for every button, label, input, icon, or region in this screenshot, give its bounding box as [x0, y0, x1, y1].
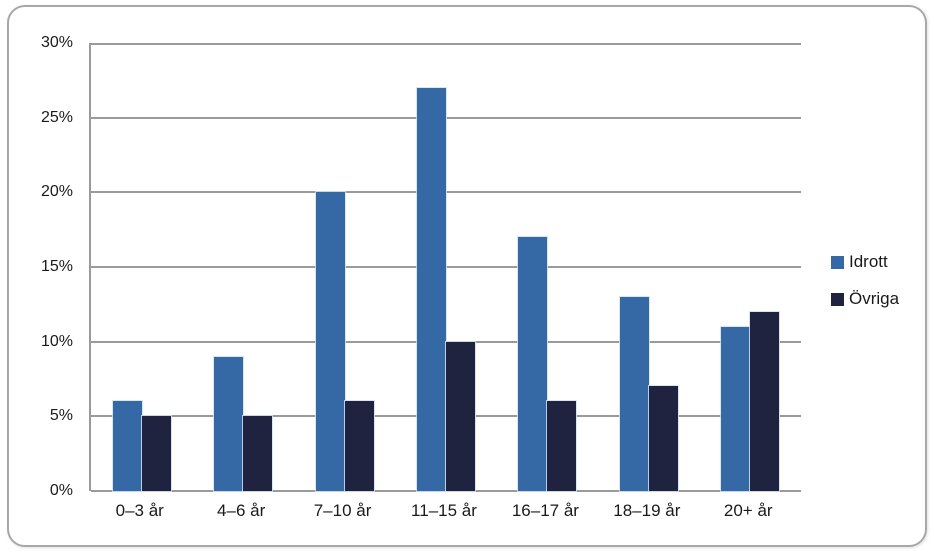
gridline — [91, 116, 801, 119]
bar--vriga — [444, 340, 476, 493]
y-axis-label: 20% — [40, 183, 73, 201]
y-axis-label: 5% — [49, 407, 73, 425]
y-axis-label: 15% — [40, 258, 73, 275]
y-axis-label: 30% — [40, 34, 73, 51]
bar-idrott — [720, 325, 752, 493]
bar-group — [192, 43, 293, 493]
bar--vriga — [546, 400, 578, 492]
y-axis-label: 10% — [40, 332, 73, 350]
legend-item: Idrott — [831, 252, 899, 272]
legend-label: Idrott — [849, 252, 888, 271]
bar-group — [395, 43, 496, 493]
x-axis: 0–3 år 4–6 år 7–10 år 11–15 år 16–17 år 18–19… — [89, 501, 799, 521]
y-axis-label: 0% — [49, 482, 73, 499]
bar--vriga — [140, 415, 172, 492]
bar-group — [497, 43, 598, 492]
x-axis-label: 7–10 år — [313, 501, 372, 520]
bar--vriga — [647, 385, 679, 492]
bar-idrott — [314, 191, 346, 492]
gridline — [91, 266, 801, 268]
y-axis: 0% 5% 10% 15% 20% 25% 30% — [23, 34, 79, 499]
bar-idrott — [213, 355, 245, 493]
bar-idrott — [618, 295, 650, 493]
legend-item: Övriga — [831, 289, 899, 309]
legend: Idrott Övriga — [831, 252, 899, 309]
legend-swatch-idrott — [831, 255, 844, 269]
x-axis-label: 18–19 år — [613, 501, 681, 520]
bar--vriga — [242, 415, 274, 492]
x-axis-label: 11–15 år — [411, 501, 477, 520]
x-axis-label: 4–6 år — [217, 501, 266, 520]
bar-idrott — [517, 236, 549, 492]
x-axis-label: 16–17 år — [511, 501, 579, 520]
gridline — [91, 490, 801, 492]
x-axis-label: 20+ år — [723, 501, 773, 520]
gridline — [91, 340, 801, 343]
plot-area — [89, 43, 801, 493]
x-axis-label: 0–3 år — [115, 501, 164, 520]
bar-group — [598, 43, 699, 493]
legend-label: Övriga — [849, 289, 900, 308]
bar--vriga — [343, 400, 375, 492]
bar-group — [294, 43, 395, 492]
bar-idrott — [111, 400, 143, 492]
bar-groups — [91, 43, 801, 493]
legend-swatch--vriga — [831, 292, 844, 306]
bar-group — [700, 43, 801, 493]
chart-frame: 0% 5% 10% 15% 20% 25% 30% 0–3 år 4–6 år 7–10 år 1… — [7, 5, 927, 547]
bar--vriga — [749, 310, 781, 493]
y-axis-label: 25% — [40, 108, 73, 126]
gridline — [91, 191, 801, 194]
bar-group — [91, 43, 192, 492]
gridline — [91, 43, 801, 45]
bar-idrott — [415, 86, 447, 493]
